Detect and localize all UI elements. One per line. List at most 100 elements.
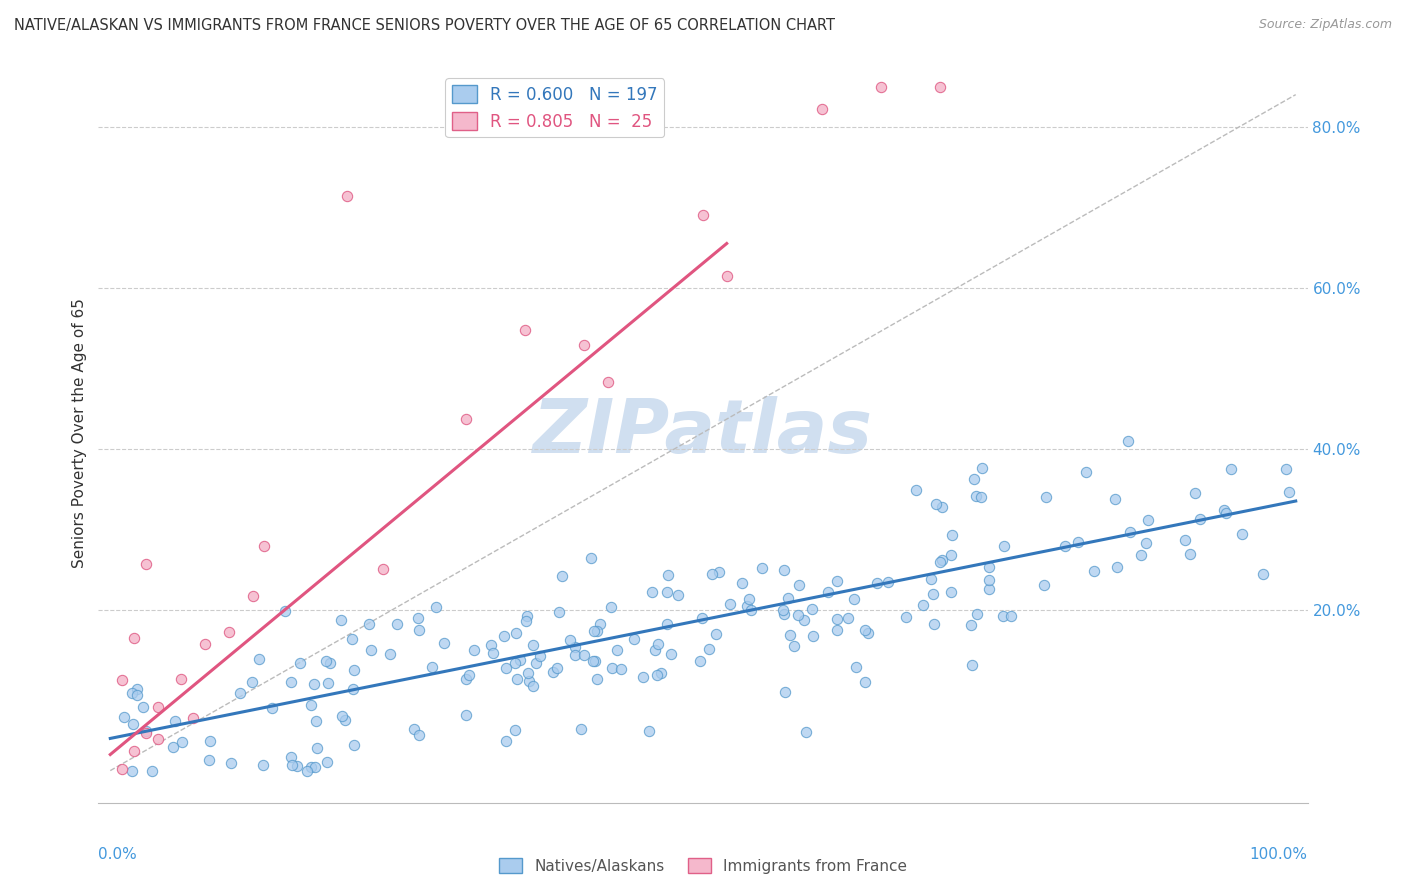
Point (924, 497, 946, 511)
Point (853, 674, 876, 689)
Point (825, 612, 848, 626)
Point (1116, 434, 1139, 448)
Point (1074, 465, 1097, 479)
Point (522, 679, 544, 693)
Point (134, 724, 156, 739)
Point (197, 753, 219, 767)
Point (517, 674, 540, 689)
Point (111, 673, 134, 688)
Point (121, 686, 143, 700)
Point (505, 625, 527, 640)
Point (359, 617, 381, 632)
Point (776, 591, 799, 606)
Point (360, 643, 382, 657)
Point (773, 607, 796, 621)
Point (1136, 513, 1159, 527)
Point (966, 607, 988, 621)
Point (716, 268, 738, 283)
Point (825, 574, 848, 588)
Point (260, 701, 283, 715)
Point (582, 624, 605, 639)
Point (229, 685, 252, 699)
Point (960, 658, 983, 673)
Point (515, 614, 537, 628)
Point (939, 585, 962, 599)
Point (333, 713, 356, 727)
Point (288, 656, 311, 670)
Point (589, 617, 612, 632)
Point (330, 709, 353, 723)
Point (970, 490, 993, 504)
Point (122, 632, 145, 646)
Point (787, 608, 810, 623)
Point (495, 661, 517, 675)
Point (977, 582, 1000, 596)
Point (801, 602, 824, 616)
Point (586, 673, 609, 687)
Point (509, 652, 531, 666)
Point (991, 609, 1014, 624)
Point (1275, 462, 1298, 476)
Point (165, 714, 187, 728)
Point (920, 572, 942, 586)
Point (219, 756, 242, 770)
Point (1119, 525, 1142, 540)
Y-axis label: Seniors Poverty Over the Age of 65: Seniors Poverty Over the Age of 65 (72, 298, 87, 567)
Point (546, 661, 568, 675)
Point (170, 673, 193, 687)
Text: 0.0%: 0.0% (98, 847, 138, 863)
Point (844, 591, 866, 606)
Point (581, 654, 603, 668)
Point (547, 605, 569, 619)
Point (735, 599, 758, 614)
Point (1230, 527, 1253, 541)
Point (581, 551, 603, 566)
Point (939, 548, 962, 562)
Point (905, 483, 928, 498)
Point (856, 626, 879, 640)
Point (598, 375, 620, 389)
Point (319, 656, 342, 670)
Point (135, 726, 157, 740)
Point (299, 698, 322, 712)
Point (600, 600, 623, 615)
Legend: Natives/Alaskans, Immigrants from France: Natives/Alaskans, Immigrants from France (494, 852, 912, 880)
Point (285, 759, 308, 773)
Point (280, 674, 302, 689)
Point (793, 614, 815, 628)
Point (494, 629, 516, 643)
Point (495, 734, 517, 748)
Point (1104, 491, 1126, 506)
Point (1067, 535, 1090, 549)
Point (280, 750, 302, 764)
Point (704, 627, 727, 641)
Point (931, 553, 953, 567)
Point (302, 677, 325, 691)
Legend: R = 0.600   N = 197, R = 0.805   N =  25: R = 0.600 N = 197, R = 0.805 N = 25 (446, 78, 665, 137)
Point (1135, 536, 1157, 550)
Point (503, 723, 526, 738)
Point (574, 648, 596, 663)
Point (131, 700, 153, 714)
Point (787, 578, 810, 592)
Point (240, 675, 263, 690)
Point (479, 639, 502, 653)
Point (330, 614, 353, 628)
Point (803, 629, 825, 643)
Point (912, 598, 935, 612)
Point (551, 569, 574, 583)
Point (794, 724, 817, 739)
Point (181, 711, 204, 725)
Point (253, 539, 276, 553)
Point (751, 561, 773, 575)
Point (522, 638, 544, 652)
Point (894, 609, 917, 624)
Point (1189, 512, 1212, 526)
Point (122, 744, 145, 758)
Point (371, 562, 394, 576)
Point (965, 489, 987, 503)
Point (515, 323, 537, 337)
Point (970, 461, 993, 475)
Point (342, 682, 364, 697)
Point (529, 649, 551, 664)
